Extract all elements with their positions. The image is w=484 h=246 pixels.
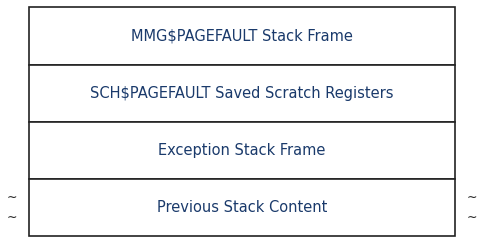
Text: ∼: ∼: [7, 211, 17, 224]
FancyBboxPatch shape: [29, 122, 455, 179]
FancyBboxPatch shape: [29, 179, 455, 236]
Text: ∼: ∼: [7, 191, 17, 204]
Text: Exception Stack Frame: Exception Stack Frame: [158, 143, 326, 158]
FancyBboxPatch shape: [29, 64, 455, 122]
Text: MMG$PAGEFAULT Stack Frame: MMG$PAGEFAULT Stack Frame: [131, 29, 353, 44]
Text: SCH$PAGEFAULT Saved Scratch Registers: SCH$PAGEFAULT Saved Scratch Registers: [90, 86, 394, 101]
FancyBboxPatch shape: [29, 7, 455, 64]
Text: ∼: ∼: [467, 211, 477, 224]
Text: ∼: ∼: [467, 191, 477, 204]
Text: Previous Stack Content: Previous Stack Content: [157, 200, 327, 215]
